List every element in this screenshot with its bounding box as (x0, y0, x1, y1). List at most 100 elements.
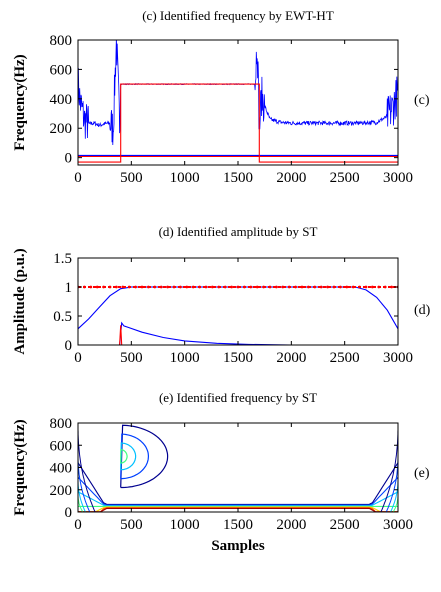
y-tick-label: 600 (50, 438, 73, 454)
x-tick-label: 3000 (383, 170, 413, 186)
series-marker (179, 285, 182, 289)
plot-frame (77, 257, 399, 346)
series-marker (204, 285, 208, 289)
y-axis-label: Amplitude (p.u.) (12, 248, 28, 354)
x-tick-label: 1500 (223, 517, 253, 533)
x-tick-label: 2500 (330, 517, 360, 533)
y-axis-label: Frequency(Hz) (12, 54, 28, 150)
series-marker (358, 285, 361, 289)
y-tick-label: 600 (50, 62, 73, 78)
series-marker (236, 285, 240, 289)
series-marker (102, 285, 105, 289)
series-line (78, 325, 398, 345)
series-marker (89, 285, 93, 289)
series-marker (191, 285, 195, 289)
plot-area (78, 285, 398, 345)
x-tick-label: 2500 (330, 170, 360, 186)
series-marker (159, 285, 163, 289)
series-marker (83, 285, 86, 289)
x-axis-label: Samples (211, 538, 265, 554)
series-marker (300, 285, 304, 289)
y-tick-label: 800 (50, 416, 73, 432)
contour-band-line (78, 506, 398, 512)
series-line (78, 40, 398, 146)
x-tick-label: 2000 (276, 350, 306, 366)
series-marker (383, 285, 387, 289)
y-tick-label: 400 (50, 461, 73, 477)
x-tick-label: 3000 (383, 517, 413, 533)
series-marker (134, 285, 138, 289)
y-tick-label: 800 (50, 33, 73, 49)
y-tick-label: 1 (65, 280, 73, 296)
y-tick-label: 400 (50, 92, 73, 108)
chart-title: (e) Identified frequency by ST (159, 390, 317, 405)
x-tick-label: 1000 (170, 517, 200, 533)
y-tick-label: 0 (65, 505, 73, 521)
series-marker (307, 285, 310, 289)
series-marker (211, 285, 214, 289)
x-tick-label: 1500 (223, 350, 253, 366)
series-marker (377, 285, 381, 289)
plot-area (78, 424, 398, 512)
series-marker (268, 285, 272, 289)
contour-component-line (120, 442, 137, 471)
x-tick-label: 3000 (383, 350, 413, 366)
x-tick-label: 0 (74, 170, 82, 186)
series-marker (166, 285, 170, 289)
series-line (78, 83, 398, 163)
x-tick-label: 500 (120, 170, 143, 186)
contour-band-line (78, 491, 398, 507)
series-marker (326, 285, 329, 289)
series-marker (345, 285, 349, 289)
x-tick-label: 0 (74, 350, 82, 366)
series-marker (249, 285, 253, 289)
x-tick-label: 500 (120, 350, 143, 366)
x-tick-label: 500 (120, 517, 143, 533)
y-tick-label: 0.5 (53, 309, 72, 325)
contour-band-line (78, 476, 398, 506)
contour-component-line (120, 449, 128, 464)
series-marker (294, 285, 297, 289)
contour-component-line (120, 433, 149, 480)
series-marker (313, 285, 317, 289)
x-tick-label: 1000 (170, 170, 200, 186)
series-marker (217, 285, 221, 289)
series-marker (153, 285, 157, 289)
series-marker (332, 285, 336, 289)
x-tick-label: 2500 (330, 350, 360, 366)
series-marker (319, 285, 323, 289)
plot-frame (77, 422, 399, 513)
series-marker (243, 285, 246, 289)
series-marker (351, 285, 355, 289)
series-marker (115, 285, 118, 289)
series-marker (255, 285, 259, 289)
series-marker (275, 285, 278, 289)
series-line (78, 286, 398, 330)
series-marker (121, 285, 125, 289)
y-axis-label: Frequency(Hz) (12, 419, 28, 515)
x-tick-label: 1500 (223, 170, 253, 186)
x-tick-label: 2000 (276, 517, 306, 533)
series-marker (127, 285, 131, 289)
x-tick-label: 1000 (170, 350, 200, 366)
panel-tag: (c) (414, 93, 430, 108)
series-marker (230, 285, 234, 289)
series-marker (371, 285, 374, 289)
plot-frame (77, 39, 399, 166)
x-tick-label: 0 (74, 517, 82, 533)
panel-tag: (d) (414, 303, 431, 318)
contour-component-line (120, 424, 169, 489)
contour-band-line (78, 462, 398, 505)
y-tick-label: 0 (65, 338, 73, 354)
chart-panel-1: (d) Identified amplitude by ST 0 500 1000 15… (12, 224, 431, 366)
chart-title: (c) Identified frequency by EWT-HT (142, 8, 334, 23)
plot-area (78, 40, 398, 163)
y-tick-label: 1.5 (53, 251, 72, 267)
panel-tag: (e) (414, 466, 430, 481)
chart-panel-2: (e) Identified frequency by ST 0 500 1000 15… (12, 390, 430, 554)
series-marker (364, 285, 368, 289)
y-tick-label: 200 (50, 483, 73, 499)
series-marker (198, 285, 202, 289)
chart-panel-0: (c) Identified frequency by EWT-HT 0 500 10… (12, 8, 430, 186)
